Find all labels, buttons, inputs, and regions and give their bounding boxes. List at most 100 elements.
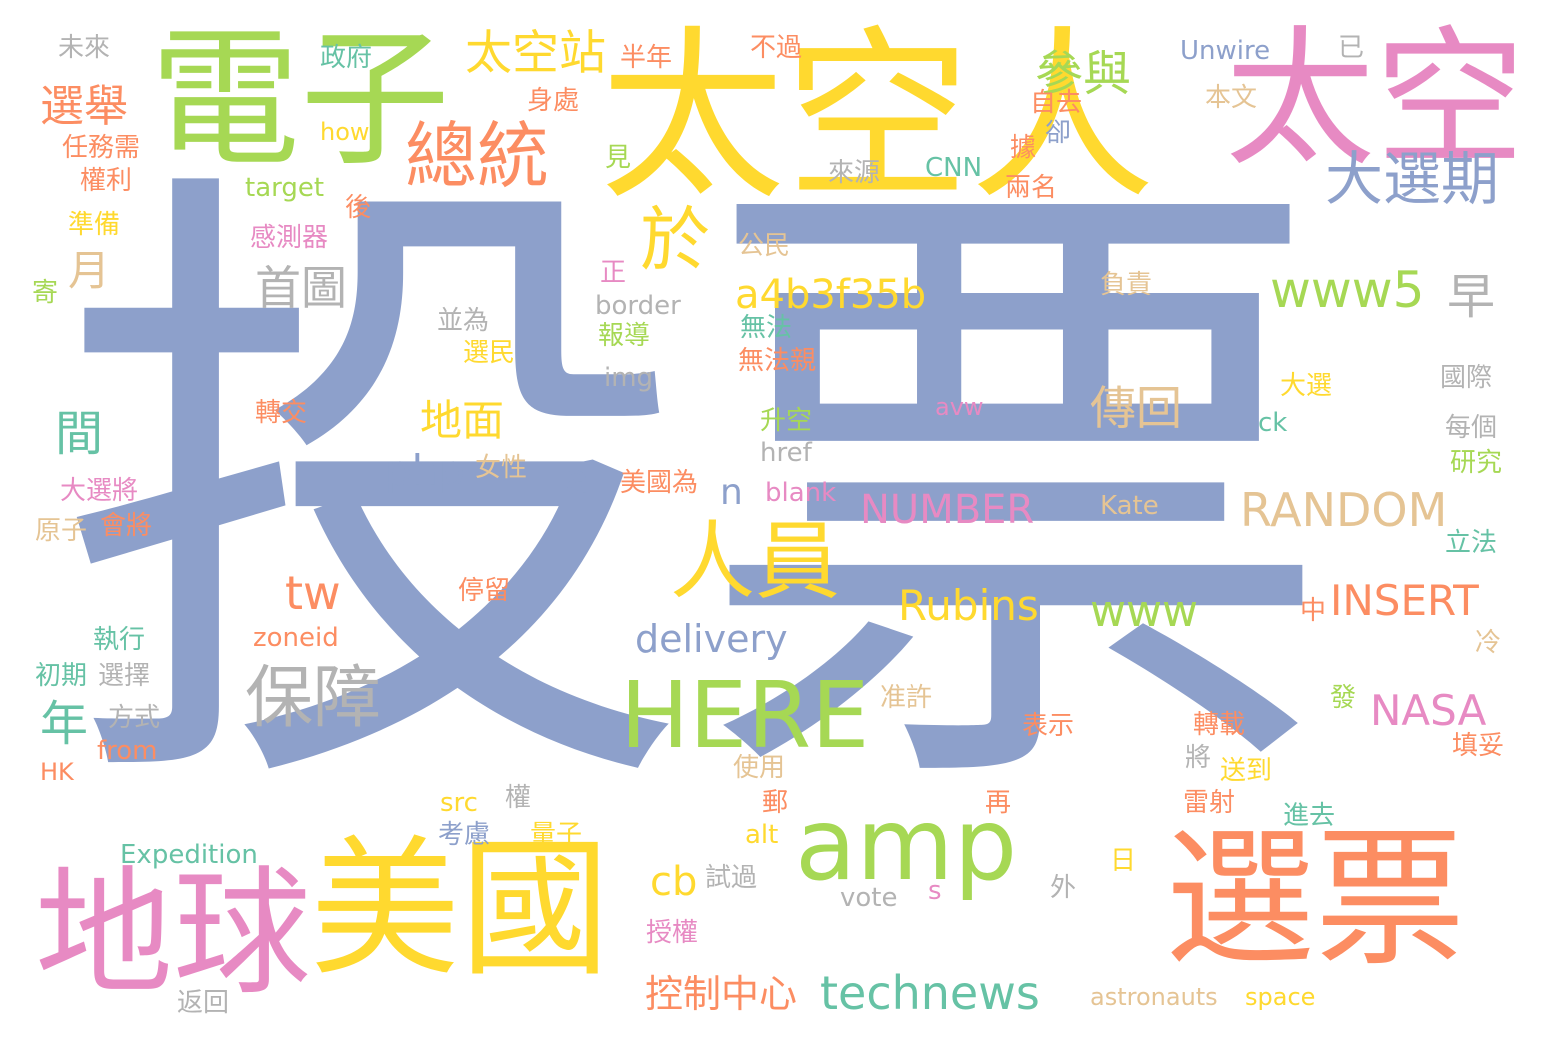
cloud-word: Expedition <box>120 840 258 870</box>
cloud-word: 權利 <box>80 166 133 196</box>
cloud-word: php <box>385 446 465 495</box>
cloud-word: 女性 <box>475 453 528 483</box>
cloud-word: 參與 <box>1035 46 1132 102</box>
cloud-word: 填妥 <box>1452 731 1505 761</box>
cloud-word: 准許 <box>880 683 933 713</box>
cloud-word: 轉交 <box>255 398 308 428</box>
cloud-word: 投票 <box>55 122 1335 867</box>
cloud-word: border <box>595 291 681 321</box>
cloud-word: 考慮 <box>438 820 491 850</box>
cloud-word: 後 <box>345 193 372 223</box>
cloud-word: 選票 <box>1165 813 1466 987</box>
cloud-word: 已 <box>1338 33 1365 63</box>
cloud-word: 權 <box>505 783 532 813</box>
cloud-word: 控制中心 <box>645 972 798 1016</box>
cloud-word: 研究 <box>1450 448 1503 478</box>
cloud-word: 會將 <box>100 511 153 541</box>
cloud-word: 執行 <box>93 625 146 655</box>
cloud-word: 總統 <box>405 114 550 198</box>
cloud-word: 未來 <box>58 33 111 63</box>
cloud-word: 日 <box>1110 846 1137 876</box>
cloud-word: 本文 <box>1205 83 1258 113</box>
cloud-word: 準備 <box>68 210 121 240</box>
cloud-word: 來源 <box>828 158 881 188</box>
cloud-word: 表示 <box>1022 711 1075 741</box>
cloud-word: 負責 <box>1100 270 1153 300</box>
cloud-word: space <box>1245 983 1316 1011</box>
cloud-word: 每個 <box>1445 413 1498 443</box>
cloud-word: 並為 <box>437 306 490 336</box>
cloud-word: 轉載 <box>1193 710 1246 740</box>
cloud-word: href <box>760 438 812 468</box>
cloud-word: 立法 <box>1445 528 1498 558</box>
cloud-word: tw <box>285 566 341 620</box>
cloud-word: 人員 <box>670 513 841 612</box>
cloud-word: 郵 <box>762 788 789 818</box>
cloud-word: 送到 <box>1220 756 1273 786</box>
cloud-word: 寄 <box>32 278 59 308</box>
cloud-word: 電子 <box>150 13 451 187</box>
cloud-word: avw <box>935 393 984 421</box>
cloud-word: s <box>928 876 942 906</box>
cloud-word: 感測器 <box>250 223 329 253</box>
cloud-word: how <box>320 118 370 146</box>
cloud-word: 大選 <box>1280 371 1333 401</box>
cloud-word: 首圖 <box>255 261 347 315</box>
cloud-word: www <box>1090 586 1198 637</box>
cloud-word: technews <box>820 966 1040 1020</box>
cloud-word: 任務需 <box>62 133 141 163</box>
cloud-word: 原子 <box>35 516 88 546</box>
cloud-word: from <box>97 736 158 766</box>
cloud-word: 選擇 <box>98 661 151 691</box>
cloud-word: Unwire <box>1180 36 1271 66</box>
cloud-word: img <box>604 363 654 393</box>
cloud-word: cb <box>650 859 698 905</box>
cloud-word: www5 <box>1270 261 1425 319</box>
cloud-word: Rubins <box>898 581 1039 630</box>
cloud-word: 見 <box>605 143 632 173</box>
cloud-word: alt <box>745 820 779 850</box>
cloud-word: 身處 <box>527 86 580 116</box>
cloud-word: 早 <box>1447 269 1496 325</box>
cloud-word: 雷射 <box>1183 788 1236 818</box>
cloud-word: 大選將 <box>60 476 139 506</box>
cloud-word: HK <box>40 758 74 786</box>
cloud-word: n <box>720 472 743 513</box>
cloud-word: 不過 <box>750 33 803 63</box>
cloud-word: 方式 <box>108 703 161 733</box>
cloud-word: 授權 <box>646 918 699 948</box>
cloud-word: 公民 <box>738 231 791 261</box>
cloud-word: 量子 <box>530 820 583 850</box>
cloud-word: 將 <box>1185 743 1212 773</box>
cloud-word: a <box>565 457 590 503</box>
cloud-word: 升空 <box>760 406 813 436</box>
cloud-word: RANDOM <box>1240 483 1448 537</box>
cloud-word: 報導 <box>598 321 651 351</box>
cloud-word: 無法 <box>740 313 793 343</box>
cloud-word: 政府 <box>320 43 373 73</box>
cloud-word: NASA <box>1370 686 1487 735</box>
cloud-word: 傳回 <box>1090 381 1182 435</box>
cloud-word: delivery <box>635 617 788 661</box>
cloud-word: 再 <box>985 788 1012 818</box>
cloud-word: ck <box>1258 408 1288 438</box>
cloud-word: 無法親 <box>738 346 817 376</box>
cloud-word: 保障 <box>245 659 382 738</box>
cloud-word: 太空站 <box>465 26 606 81</box>
cloud-word: HERE <box>620 662 870 769</box>
cloud-word: 選舉 <box>40 81 128 132</box>
cloud-word: 地球 <box>35 853 312 1014</box>
cloud-word: amp <box>795 786 1018 903</box>
cloud-word: 美國 <box>310 823 611 997</box>
cloud-word: 進去 <box>1283 801 1336 831</box>
cloud-word: 大選期 <box>1325 145 1500 213</box>
cloud-word: 月 <box>68 246 111 295</box>
cloud-word: vote <box>840 883 898 913</box>
cloud-word: 國際 <box>1440 363 1493 393</box>
cloud-word: astronauts <box>1090 983 1218 1011</box>
cloud-word: a4b3f35b <box>735 272 927 318</box>
cloud-word: CNN <box>925 153 983 183</box>
cloud-word: 半年 <box>620 43 673 73</box>
cloud-word: 據 <box>1010 133 1037 163</box>
